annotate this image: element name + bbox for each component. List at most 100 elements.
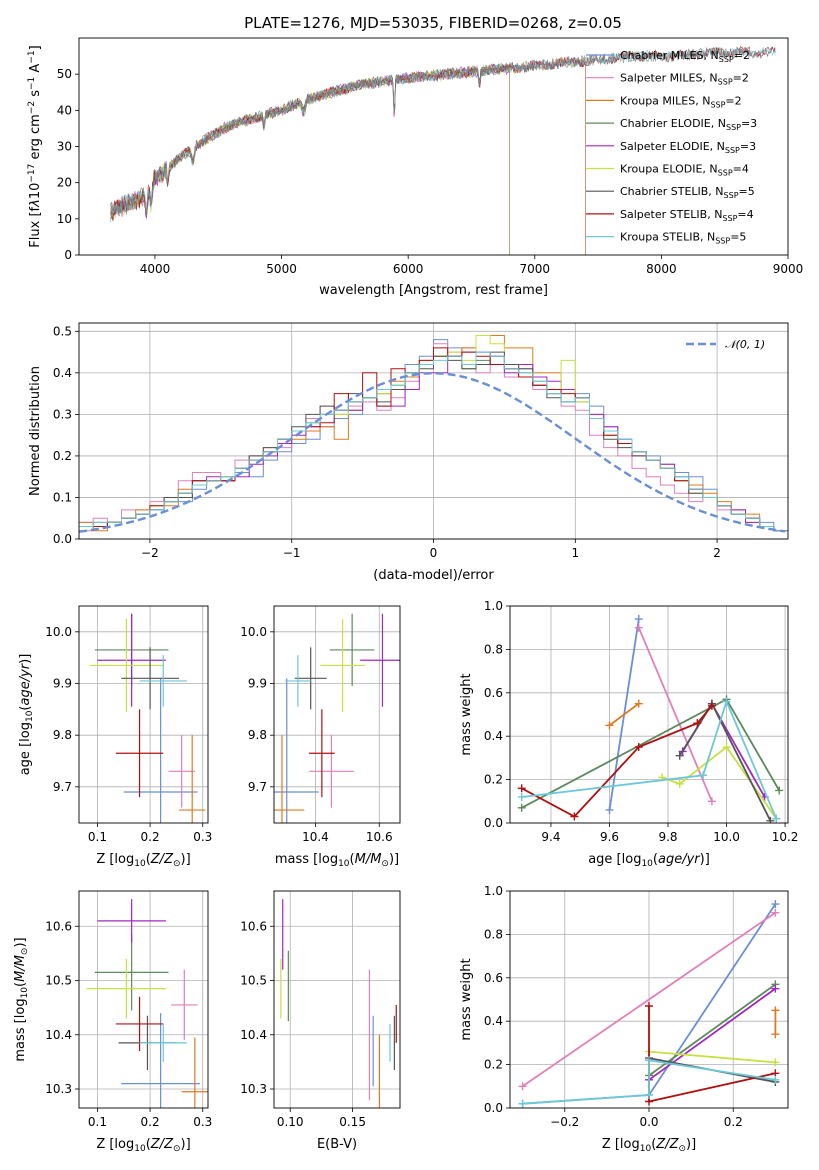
weight-marker-salpeter-miles bbox=[771, 908, 780, 917]
plot-area bbox=[274, 613, 400, 823]
spectrum-y-label: Flux [fλ10−17 erg cm−2 s−1 A−1] bbox=[27, 45, 43, 247]
grid-lines bbox=[274, 606, 400, 823]
math-part: M/M bbox=[13, 955, 28, 982]
weight-marker-kroupa-elodie bbox=[771, 1058, 780, 1067]
x-tick-label: 0.3 bbox=[193, 1115, 212, 1129]
weight-marker-kroupa-miles bbox=[771, 1030, 780, 1039]
y-tick-label: 9.7 bbox=[248, 780, 267, 794]
x-tick-label: 0.2 bbox=[141, 1115, 160, 1129]
y-tick-label: 9.9 bbox=[53, 677, 72, 691]
axes: 0.10 0.15 10.3 10.4 10.5 10.6 E(B-V) bbox=[240, 890, 401, 1152]
y-tick-label: 10.6 bbox=[240, 919, 267, 933]
weight-marker-kroupa-elodie bbox=[675, 779, 684, 788]
x-tick-label: 7000 bbox=[520, 262, 551, 276]
x-tick-label: 0 bbox=[430, 546, 438, 560]
x-tick-label: 8000 bbox=[646, 262, 677, 276]
weight-line-salpeter-miles bbox=[522, 911, 776, 1088]
x-tick-label: 10.6 bbox=[366, 830, 393, 844]
legend-subscript: SSP bbox=[718, 169, 733, 178]
x-tick-label: 0.10 bbox=[277, 1115, 304, 1129]
math-part: ( bbox=[146, 1137, 151, 1152]
weight-marker-chabrier-miles bbox=[634, 615, 643, 624]
legend-subscript: SSP bbox=[718, 78, 733, 87]
plot-area bbox=[517, 615, 784, 823]
weight-vs-age-y-label: mass weight bbox=[459, 673, 474, 755]
subscript: ⊙ bbox=[381, 859, 389, 869]
y-tick-label: 9.9 bbox=[248, 677, 267, 691]
axes: 10.4 10.6 9.7 9.8 9.9 10.0 mass [log10(M/M⊙)] bbox=[240, 605, 401, 869]
x-tick-label: 1 bbox=[571, 546, 579, 560]
subscript: 10 bbox=[20, 987, 30, 999]
spectrum-legend: Chabrier MILES, NSSP=2 Salpeter MILES, NS… bbox=[586, 49, 757, 246]
weight-line-kroupa-stelib bbox=[522, 1059, 776, 1105]
weight-line-kroupa-elodie bbox=[648, 1050, 776, 1064]
legend-label-chabrier-elodie: Chabrier ELODIE, NSSP=3 bbox=[620, 117, 757, 132]
y-tick-label: 10.6 bbox=[45, 919, 72, 933]
weight-marker-chabrier-stelib bbox=[766, 816, 775, 823]
age-vs-mass-panel: 10.4 10.6 9.7 9.8 9.9 10.0 mass [log10(M/M⊙)] bbox=[240, 605, 401, 869]
x-tick-label: 10.2 bbox=[772, 830, 799, 844]
mass-vs-ebv-x-label: E(B-V) bbox=[317, 1137, 357, 1152]
subscript: 10 bbox=[338, 859, 350, 869]
plot-area bbox=[110, 45, 776, 255]
y-tick-label: 0.2 bbox=[484, 773, 503, 787]
y-tick-label: 9.7 bbox=[53, 780, 72, 794]
legend-label-salpeter-miles: Salpeter MILES, NSSP=2 bbox=[620, 72, 749, 87]
spectrum-panel: 4000 5000 6000 7000 8000 9000 0 10 20 30 40 50 wavel… bbox=[27, 37, 804, 298]
x-tick-label: 0.1 bbox=[88, 1115, 107, 1129]
weight-marker-kroupa-stelib bbox=[517, 792, 526, 801]
y-tick-label: 10.4 bbox=[45, 1028, 72, 1042]
legend-count: =5 bbox=[730, 231, 746, 244]
y-tick-label: 10.3 bbox=[45, 1082, 72, 1096]
math-part: )] bbox=[181, 1137, 191, 1152]
axes: 4000 5000 6000 7000 8000 9000 0 10 20 30 40 50 wavel… bbox=[27, 37, 804, 298]
weight-marker-salpeter-stelib bbox=[570, 812, 579, 821]
y-tick-label: 0.0 bbox=[53, 532, 72, 546]
legend-count: =4 bbox=[733, 163, 749, 176]
weight-marker-chabrier-stelib bbox=[675, 751, 684, 760]
weight-marker-chabrier-elodie bbox=[517, 803, 526, 812]
subscript: 10 bbox=[640, 1144, 652, 1154]
age-vs-metallicity-panel: 0.1 0.2 0.3 9.7 9.8 9.9 10.0 Z [log10(Z/Z⊙)] age… bbox=[18, 605, 212, 869]
subscript: 10 bbox=[134, 859, 146, 869]
plot-area bbox=[280, 899, 397, 1108]
spectrum-x-label: wavelength [Angstrom, rest frame] bbox=[319, 283, 548, 298]
y-tick-label: 0.8 bbox=[484, 927, 503, 941]
plot-area bbox=[89, 613, 206, 823]
legend-count: =3 bbox=[740, 140, 756, 153]
weight-marker-kroupa-stelib bbox=[772, 814, 781, 823]
x-tick-label: 0.0 bbox=[639, 1115, 658, 1129]
x-tick-label: −1 bbox=[283, 546, 301, 560]
y-tick-label: 10.0 bbox=[45, 625, 72, 639]
y-tick-label: 30 bbox=[57, 140, 72, 154]
mass-vs-z-x-label: Z [log10(Z/Z⊙)] bbox=[96, 1137, 190, 1154]
legend-subscript: SSP bbox=[726, 123, 741, 132]
y-tick-label: 9.8 bbox=[53, 728, 72, 742]
axes: −0.2 0.0 0.2 0.0 0.2 0.4 0.6 0.8 1.0 Z [log10(Z/Z… bbox=[459, 884, 789, 1154]
x-tick-label: 9000 bbox=[773, 262, 804, 276]
subscript: ⊙ bbox=[678, 1144, 686, 1154]
weight-vs-age-x-label: age [log10(age/yr)] bbox=[588, 852, 710, 869]
x-tick-label: 2 bbox=[713, 546, 721, 560]
plot-area bbox=[518, 900, 780, 1108]
x-tick-label: 0.2 bbox=[724, 1115, 743, 1129]
subscript: 10 bbox=[134, 1144, 146, 1154]
legend-count: =2 bbox=[733, 72, 749, 85]
hist-salpeter-miles bbox=[79, 343, 788, 539]
weight-marker-kroupa-stelib bbox=[771, 1075, 780, 1084]
weight-marker-salpeter-stelib bbox=[634, 743, 643, 752]
weight-marker-kroupa-stelib bbox=[645, 1056, 653, 1065]
y-tick-label: 50 bbox=[57, 67, 72, 81]
residuals-panel: −2 −1 0 1 2 0.0 0.1 0.2 0.3 0.4 0.5 𝒩(0, 1) (data-mo… bbox=[28, 322, 789, 583]
weight-marker-kroupa-stelib bbox=[645, 1090, 653, 1099]
legend-label-kroupa-stelib: Kroupa STELIB, NSSP=5 bbox=[620, 231, 746, 246]
legend-count: =5 bbox=[739, 185, 755, 198]
age-vs-mass-x-label: mass [log10(M/M⊙)] bbox=[275, 852, 399, 869]
age-vs-z-y-label: age [log10(age/yr)] bbox=[18, 654, 35, 776]
legend-label-normal: 𝒩(0, 1) bbox=[725, 338, 765, 351]
legend-label-salpeter-elodie: Salpeter ELODIE, NSSP=3 bbox=[620, 140, 756, 155]
legend-count: =2 bbox=[734, 49, 750, 62]
legend-subscript: SSP bbox=[724, 191, 739, 200]
weight-line-chabrier-stelib bbox=[678, 701, 772, 822]
